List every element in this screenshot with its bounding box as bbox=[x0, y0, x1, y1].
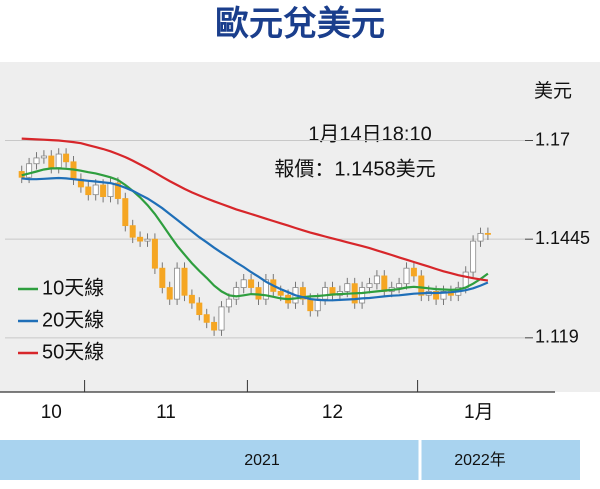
y-tick-label: 1.1445 bbox=[535, 228, 590, 248]
x-tick-label: 10 bbox=[41, 402, 62, 423]
candle-body bbox=[26, 163, 33, 178]
candle-body bbox=[470, 240, 477, 273]
candle-body bbox=[85, 186, 92, 196]
candle-body bbox=[211, 321, 218, 331]
candle-body bbox=[410, 267, 417, 277]
candle-body bbox=[396, 283, 403, 288]
candle-body bbox=[344, 283, 351, 292]
candle-body bbox=[484, 232, 491, 235]
y-unit-label: 美元 bbox=[534, 80, 572, 102]
candle-body bbox=[233, 287, 240, 300]
candle-body bbox=[100, 184, 107, 198]
legend-label: 10天線 bbox=[42, 276, 104, 299]
candle-body bbox=[322, 287, 329, 300]
candle-body bbox=[92, 184, 99, 196]
annotation: 報價：1.1458美元 bbox=[274, 157, 435, 180]
candle-body bbox=[174, 267, 181, 300]
y-tick-label: 1.17 bbox=[535, 129, 570, 149]
ma-line bbox=[21, 167, 489, 301]
y-tick-label: 1.119 bbox=[535, 327, 579, 347]
candle-body bbox=[462, 271, 469, 288]
candle-body bbox=[151, 238, 158, 269]
candle-body bbox=[137, 236, 144, 242]
candle-body bbox=[381, 275, 388, 292]
candle-body bbox=[433, 291, 440, 300]
candle-body bbox=[373, 275, 380, 285]
candle-body bbox=[277, 291, 284, 296]
candle-body bbox=[240, 279, 247, 288]
candle-body bbox=[63, 153, 70, 163]
candle-body bbox=[55, 153, 62, 168]
candle-body bbox=[218, 306, 225, 331]
candle-body bbox=[225, 298, 232, 308]
candle-body bbox=[48, 155, 55, 168]
candle-body bbox=[144, 238, 151, 242]
candle-body bbox=[403, 267, 410, 285]
candle-body bbox=[33, 157, 40, 165]
legend-label: 50天線 bbox=[42, 340, 104, 363]
candle-body bbox=[40, 155, 47, 159]
chart-title: 歐元兌美元 bbox=[215, 5, 385, 43]
candle-body bbox=[248, 279, 255, 288]
candle-body bbox=[366, 283, 373, 288]
candle-body bbox=[159, 267, 166, 288]
legend-label: 20天線 bbox=[42, 308, 104, 331]
ma-line bbox=[21, 137, 489, 282]
candle-body bbox=[477, 232, 484, 242]
candle-body bbox=[188, 294, 195, 304]
candle-body bbox=[129, 225, 136, 238]
x-tick-label: 12 bbox=[322, 402, 343, 423]
candle-body bbox=[299, 287, 306, 300]
candle-body bbox=[114, 182, 121, 199]
ma-line bbox=[21, 176, 489, 302]
candle-body bbox=[107, 182, 114, 198]
candle-body bbox=[440, 291, 447, 300]
year-band bbox=[0, 440, 580, 480]
candle-body bbox=[181, 267, 188, 296]
candle-body bbox=[418, 275, 425, 296]
plot-background bbox=[0, 62, 600, 392]
candle-body bbox=[122, 198, 129, 227]
candle-body bbox=[196, 302, 203, 316]
year-label: 2021 bbox=[244, 452, 280, 469]
candle-body bbox=[359, 287, 366, 304]
candle-body bbox=[166, 287, 173, 300]
x-tick-label: 1月 bbox=[464, 402, 494, 423]
candle-body bbox=[203, 314, 210, 323]
candle-body bbox=[262, 279, 269, 300]
candle-body bbox=[307, 298, 314, 312]
x-tick-label: 11 bbox=[156, 402, 176, 423]
annotation: 1月14日18:10 bbox=[308, 123, 431, 145]
year-label: 2022年 bbox=[454, 451, 506, 469]
